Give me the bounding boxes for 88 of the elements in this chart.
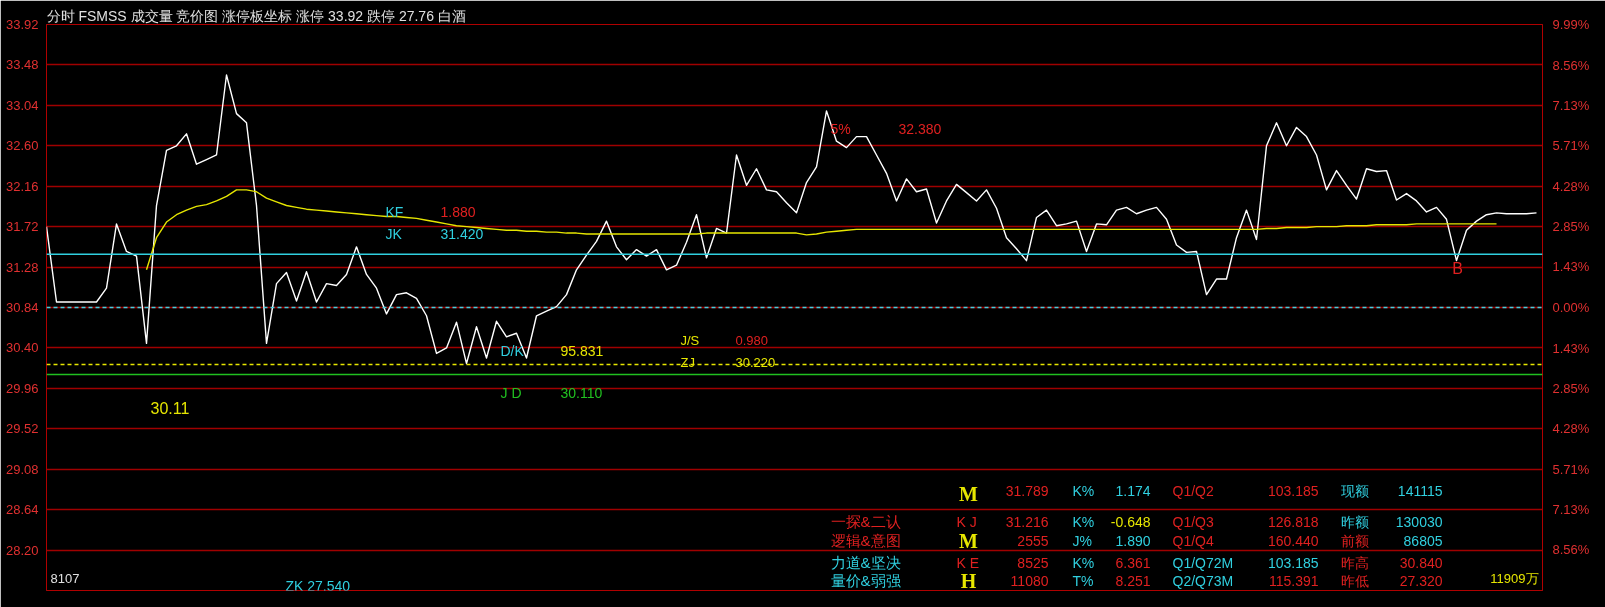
annotation: 30.840 — [1399, 554, 1443, 571]
annotation: 昨低 — [1340, 572, 1369, 589]
y-tick-label: 33.92 — [5, 17, 39, 32]
annotation: T% — [1072, 572, 1094, 589]
annotation: ZJ — [680, 355, 695, 370]
chart-title: 分时 FSMSS 成交量 竞价图 涨停板坐标 涨停 33.92 跌停 27.76 白酒 — [46, 7, 466, 24]
annotation: ZK 27.540 — [285, 577, 351, 594]
annotation: 力道&坚决 — [830, 554, 901, 571]
annotation: 31.420 — [440, 225, 484, 242]
y2-tick-label: 1.43% — [1552, 340, 1590, 356]
annotation: 现额 — [1340, 482, 1369, 499]
annotation: 27.320 — [1399, 572, 1443, 589]
annotation: 32.380 — [898, 120, 942, 137]
y-tick-label: 29.96 — [5, 380, 39, 396]
y2-tick-label: 4.28% — [1552, 421, 1590, 437]
annotation: 31.216 — [1005, 513, 1049, 530]
y-tick-label: 32.16 — [5, 178, 39, 194]
y-tick-label: 28.64 — [5, 502, 39, 518]
annotation: K J — [956, 513, 977, 530]
y2-tick-label: 0.00% — [1552, 300, 1590, 315]
annotation: 昨高 — [1340, 554, 1369, 571]
y2-tick-label: 7.13% — [1552, 98, 1590, 114]
y2-tick-label: 4.28% — [1552, 178, 1590, 194]
annotation: 30.110 — [560, 384, 603, 401]
annotation: JK — [385, 225, 403, 242]
y2-tick-label: 2.85% — [1552, 219, 1590, 235]
annotation: 昨额 — [1340, 513, 1369, 530]
annotation: 115.391 — [1268, 572, 1319, 589]
y-tick-label: 29.08 — [5, 461, 39, 477]
annotation: 103.185 — [1267, 482, 1319, 499]
y-tick-label: 32.60 — [5, 138, 39, 154]
annotation: Q1/Q3 — [1172, 513, 1214, 530]
y-tick-label: 29.52 — [5, 421, 39, 437]
annotation: Q1/Q2 — [1172, 482, 1214, 499]
annotation: 141115 — [1397, 482, 1443, 499]
annotation: M — [959, 482, 979, 505]
annotation: K% — [1072, 554, 1095, 571]
annotation: J% — [1072, 532, 1092, 549]
y-tick-label: 33.48 — [5, 57, 39, 73]
annotation: 103.185 — [1267, 554, 1319, 571]
annotation: 160.440 — [1267, 532, 1319, 549]
y-tick-label: 31.72 — [5, 219, 39, 235]
annotation: Q2/Q73M — [1172, 572, 1234, 589]
y-tick-label: 33.04 — [5, 97, 39, 113]
y2-tick-label: 5.71% — [1552, 138, 1590, 154]
annotation: 8107 — [50, 571, 80, 586]
annotation: 11080 — [1010, 572, 1049, 589]
y2-tick-label: 9.99% — [1552, 17, 1590, 32]
annotation: K% — [1072, 513, 1095, 530]
annotation: 8.251 — [1115, 572, 1151, 589]
y2-tick-label: 7.13% — [1552, 501, 1590, 517]
y2-tick-label: 8.56% — [1552, 57, 1590, 73]
annotation: 一探&二认 — [830, 513, 901, 530]
annotation: K% — [1072, 482, 1095, 499]
annotation: M — [959, 529, 979, 552]
annotation: 1.174 — [1115, 482, 1151, 499]
line-series — [46, 74, 1538, 365]
annotation: Q1/Q4 — [1172, 532, 1214, 549]
annotation: 0.980 — [735, 333, 769, 348]
annotation: KF — [385, 203, 404, 220]
annotation: 1.880 — [440, 203, 476, 220]
annotation: 8525 — [1017, 554, 1049, 571]
annotation: 11909万 — [1490, 571, 1539, 586]
annotation: 前额 — [1340, 532, 1369, 549]
annotation: K E — [956, 554, 980, 571]
annotation: 逻辑&意图 — [830, 532, 901, 549]
y-tick-label: 30.84 — [5, 300, 39, 315]
annotation: 量价&弱强 — [830, 572, 901, 589]
annotation: 86805 — [1403, 532, 1443, 549]
annotation: 1.890 — [1115, 532, 1151, 549]
annotation: 31.789 — [1005, 482, 1049, 499]
y2-tick-label: 8.56% — [1552, 542, 1590, 558]
annotation: J D — [500, 384, 522, 401]
y-tick-label: 28.20 — [5, 542, 39, 558]
annotation: 30.11 — [150, 399, 190, 417]
y2-tick-label: 2.85% — [1552, 380, 1590, 396]
annotation: H — [960, 569, 977, 592]
annotation: 130030 — [1395, 513, 1443, 530]
y-tick-label: 31.28 — [5, 259, 39, 275]
y2-tick-label: 1.43% — [1552, 259, 1590, 275]
y-tick-label: 30.40 — [5, 340, 39, 356]
annotation: J/S — [680, 333, 700, 348]
annotation: 6.361 — [1115, 554, 1151, 571]
annotation: -0.648 — [1110, 513, 1151, 530]
annotation: 2555 — [1017, 532, 1049, 549]
annotation: Q1/Q72M — [1172, 554, 1234, 571]
y2-tick-label: 5.71% — [1552, 461, 1590, 477]
annotation: 126.818 — [1267, 513, 1319, 530]
